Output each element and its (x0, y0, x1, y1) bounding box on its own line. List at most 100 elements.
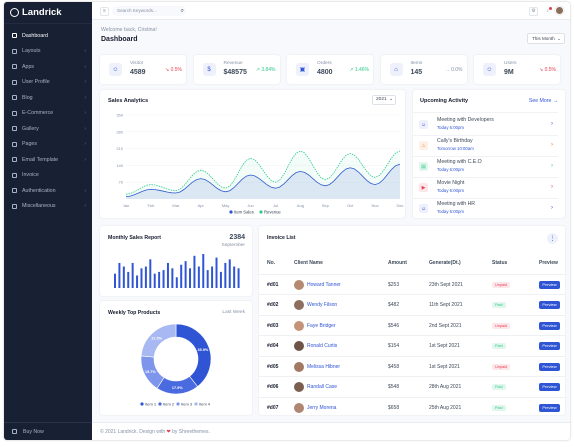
bar (153, 273, 156, 288)
client-cell[interactable]: Jerry Morena (294, 398, 336, 416)
trend-down-icon: ↘ (165, 67, 171, 73)
chevron-right-icon: › (84, 110, 86, 117)
user-avatar[interactable] (555, 6, 564, 15)
status-cell: Paid (492, 336, 506, 356)
status-badge: Unpaid (492, 363, 511, 370)
donut-slice (140, 323, 177, 358)
footer-text-after: by Shreethemes. (172, 429, 210, 435)
bar (189, 268, 192, 288)
buy-now-label: Buy Now (23, 428, 44, 435)
client-cell[interactable]: Howard Tanner (294, 275, 341, 295)
table-row: #d05 Melissa Hibner $458 1st Sept 2021 Unpai… (259, 355, 565, 377)
brand-logo[interactable]: Landrick (4, 2, 92, 24)
chevron-right-icon: › (84, 187, 86, 194)
sidebar-item-layouts[interactable]: Layouts › (4, 44, 92, 60)
menu-icon: ≡ (103, 8, 106, 14)
preview-button[interactable]: Preview (539, 301, 560, 309)
activity-date: Tomorrow 10:00am (437, 146, 474, 151)
search-icon[interactable]: ⌕ (180, 8, 184, 14)
legend-label: Item 3 (181, 402, 193, 407)
client-cell[interactable]: Melissa Hibner (294, 357, 340, 377)
year-dropdown[interactable]: 2021 ⌄ (372, 95, 396, 105)
preview-button[interactable]: Preview (539, 342, 560, 350)
sidebar: Landrick Dashboard Layouts › Apps › User Prof… (4, 2, 92, 440)
activity-title: Upcoming Activity (420, 98, 469, 104)
preview-button[interactable]: Preview (539, 403, 560, 412)
bar (206, 270, 209, 288)
activity-item[interactable]: ♨ Cally's Birthday Tomorrow 10:00am › (419, 135, 553, 156)
settings-button[interactable]: ⚙ (529, 6, 538, 16)
status-badge: Paid (492, 384, 506, 390)
sidebar-item-dashboard[interactable]: Dashboard (4, 28, 92, 44)
sidebar-item-user-profile[interactable]: User Profile › (4, 75, 92, 91)
bar (166, 262, 169, 288)
preview-button[interactable]: Preview (539, 362, 560, 371)
sidebar-item-pages[interactable]: Pages › (4, 137, 92, 153)
footer-text-before: © 2021 Landrick. Design with (100, 429, 166, 435)
cart-icon (12, 429, 17, 434)
monthly-sales-card: Monthly Sales Report 2384 September (100, 226, 252, 296)
legend-marker (194, 402, 198, 406)
preview-button[interactable]: Preview (539, 383, 560, 391)
weekly-products-title: Weekly Top Products (108, 310, 161, 316)
activity-item[interactable]: ▤ Meeting with C.E.O Today 6:00pm › (419, 156, 553, 177)
more-vertical-icon: ⋮ (549, 236, 556, 242)
column-header: Preview (539, 260, 558, 266)
heart-icon: ❤ (166, 429, 171, 435)
invoice-title: Invoice List (267, 235, 296, 241)
see-more-link[interactable]: See More → (529, 98, 558, 104)
table-row: #d06 Randall Case $548 28th Aug 2021 Paid Pre… (259, 376, 565, 397)
invoice-amount: $658 (388, 404, 400, 411)
menu-toggle-button[interactable]: ≡ (100, 6, 109, 16)
sidebar-item-email-template[interactable]: Email Template › (4, 152, 92, 168)
buy-now-button[interactable]: Buy Now (4, 422, 92, 440)
pages-icon (12, 141, 17, 147)
last-week-link[interactable]: Last Week (222, 310, 245, 315)
x-tick-label: Jun (247, 203, 253, 208)
sidebar-item-invoice[interactable]: Invoice (4, 168, 92, 184)
invoice-amount: $546 (388, 322, 400, 329)
invoice-date: 2nd Sept 2021 (429, 322, 462, 329)
sidebar-item-authentication[interactable]: Authentication › (4, 183, 92, 199)
bar (197, 266, 200, 288)
sidebar-menu: Dashboard Layouts › Apps › User Profile › Blog ›… (4, 24, 92, 214)
chevron-right-icon: › (551, 205, 553, 211)
sidebar-item-blog[interactable]: Blog › (4, 90, 92, 106)
client-cell[interactable]: Wendy Filson (294, 295, 337, 315)
client-cell[interactable]: Ronald Curtis (294, 336, 337, 356)
cake-icon: ♨ (419, 141, 428, 150)
client-cell[interactable]: Randall Case (294, 377, 337, 397)
activity-card: Upcoming Activity See More → ☺ Meeting wi… (413, 90, 565, 218)
trend-up-icon: ↗ (255, 67, 262, 73)
invoice-card: Invoice List ⋮ No. Client Name Amount Gener… (259, 226, 565, 415)
notifications-button[interactable]: ♪ (543, 6, 552, 16)
dollar-icon: $ (202, 63, 216, 76)
preview-button[interactable]: Preview (539, 321, 560, 330)
stat-card-users: ☺ Users 9M ↘ 0.5% (474, 55, 560, 84)
client-cell[interactable]: Faye Bridger (294, 316, 336, 336)
sidebar-item-label: Email Template (22, 156, 59, 163)
sidebar-item-apps[interactable]: Apps › (4, 59, 92, 75)
sidebar-item-gallery[interactable]: Gallery › (4, 121, 92, 137)
sidebar-item-miscellaneous[interactable]: Miscellaneous › (4, 199, 92, 215)
avatar (294, 300, 304, 310)
status-cell: Unpaid (492, 316, 511, 336)
activity-item[interactable]: ☺ Meeting with Developers Today 6:00pm › (419, 114, 553, 135)
activity-item[interactable]: ☺ Meeting with HR Today 6:00pm › (419, 198, 553, 219)
table-row: #d07 Jerry Morena $658 25th Aug 2021 Paid Pre… (259, 396, 565, 416)
legend-marker (140, 402, 144, 406)
activity-title: Movie Night (437, 180, 465, 186)
preview-button[interactable]: Preview (539, 280, 560, 289)
status-badge: Unpaid (492, 322, 511, 329)
activity-title: Cally's Birthday (437, 138, 473, 144)
period-dropdown[interactable]: This Month ⌄ (527, 33, 565, 44)
activity-item[interactable]: ▶ Movie Night Today 6:00pm › (419, 177, 553, 198)
invoice-more-button[interactable]: ⋮ (547, 233, 558, 244)
search-input[interactable]: Search Keywords... ⌕ (112, 6, 186, 16)
apps-icon (12, 64, 17, 70)
bar (211, 266, 214, 288)
column-header: Status (492, 260, 508, 266)
bar (162, 270, 165, 288)
stat-change-value: 0.0% (451, 67, 463, 73)
sidebar-item-e-commerce[interactable]: E-Commerce › (4, 106, 92, 122)
